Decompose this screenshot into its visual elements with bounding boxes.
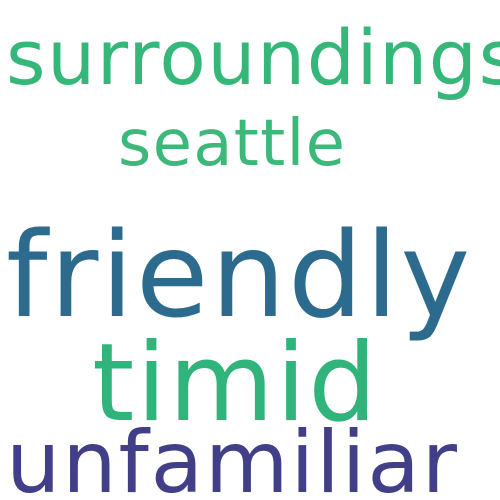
word-surroundings: surroundings <box>6 13 500 102</box>
word-unfamiliar: unfamiliar <box>6 413 459 500</box>
word-friendly: friendly <box>6 206 473 344</box>
word-seattle: seattle <box>118 107 347 181</box>
word-timid: timid <box>92 321 379 446</box>
